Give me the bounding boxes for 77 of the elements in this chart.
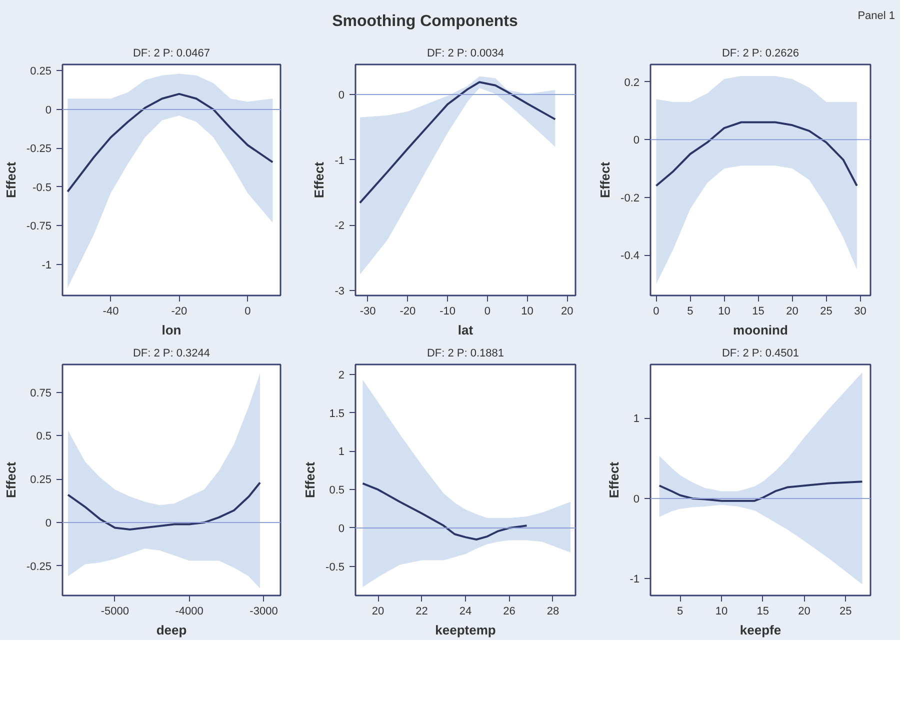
y-tick-label: 1.5 <box>329 408 345 420</box>
y-tick-label: 0 <box>45 518 52 530</box>
chart-title: DF: 2 P: 0.0034 <box>426 48 504 60</box>
y-tick-label: 0.25 <box>30 474 52 486</box>
chart-title: DF: 2 P: 0.2626 <box>722 48 800 60</box>
y-axis-title: Effect <box>606 461 622 498</box>
x-tick-label: -30 <box>360 306 376 318</box>
x-tick-label: 30 <box>854 306 866 318</box>
y-tick-label: -0.75 <box>26 220 52 233</box>
x-tick-label: 15 <box>752 306 764 318</box>
y-tick-label: 0 <box>633 493 640 506</box>
chart-title: DF: 2 P: 0.3244 <box>132 348 210 360</box>
x-tick-label: 25 <box>840 606 852 618</box>
x-tick-label: 25 <box>820 306 832 318</box>
y-tick-label: -0.5 <box>32 182 52 194</box>
y-tick-label: 0.25 <box>30 66 52 78</box>
chart-title: DF: 2 P: 0.1881 <box>426 348 504 360</box>
y-axis-title: Effect <box>312 161 327 198</box>
y-tick-label: 0 <box>338 522 345 535</box>
y-tick-label: -1 <box>42 259 52 272</box>
y-tick-label: 0.5 <box>329 484 345 497</box>
y-tick-label: -0.25 <box>26 560 52 573</box>
x-tick-label: 28 <box>546 606 560 618</box>
text: Panel 1 <box>858 9 895 24</box>
x-tick-label: -40 <box>102 306 119 318</box>
x-tick-label: 0 <box>244 306 251 318</box>
y-tick-label: 2 <box>338 369 345 382</box>
y-tick-label: 0.5 <box>36 430 52 443</box>
x-tick-label: 20 <box>786 306 798 318</box>
x-tick-label: -4000 <box>175 606 204 618</box>
y-tick-label: 0.2 <box>624 76 640 89</box>
x-tick-label: 0 <box>653 306 660 318</box>
y-tick-label: 1 <box>633 413 640 426</box>
x-tick-label: -5000 <box>100 606 129 618</box>
y-axis-title: Effect <box>3 461 18 498</box>
y-tick-label: 0.75 <box>30 387 52 400</box>
x-axis-title: keepfe <box>740 622 782 638</box>
x-tick-label: 24 <box>459 606 472 618</box>
x-tick-label: 10 <box>521 306 534 318</box>
x-tick-label: 0 <box>484 306 490 318</box>
y-tick-label: 0 <box>45 104 52 116</box>
x-tick-label: 20 <box>372 606 384 618</box>
y-tick-label: -1 <box>630 574 640 586</box>
x-axis-title: keeptemp <box>435 622 496 638</box>
x-tick-label: 20 <box>561 306 574 318</box>
text: Smoothing Components <box>332 12 518 32</box>
y-tick-label: 0 <box>338 90 345 102</box>
x-tick-label: 22 <box>416 606 428 618</box>
x-tick-label: -10 <box>440 306 456 318</box>
x-axis-title: deep <box>156 622 187 638</box>
y-tick-label: -1 <box>334 154 344 167</box>
x-tick-label: -3000 <box>250 606 278 618</box>
y-tick-label: 1 <box>338 446 345 458</box>
chart-title: DF: 2 P: 0.0467 <box>132 48 210 60</box>
y-tick-label: 0 <box>633 134 640 147</box>
x-tick-label: -20 <box>400 306 416 318</box>
y-axis-title: Effect <box>3 161 18 198</box>
x-axis-title: lon <box>162 322 182 338</box>
x-tick-label: 10 <box>718 306 730 318</box>
x-tick-label: 20 <box>798 606 810 618</box>
x-axis-title: lat <box>458 322 474 338</box>
x-tick-label: 5 <box>677 606 684 618</box>
x-tick-label: -20 <box>171 306 188 318</box>
x-tick-label: 15 <box>756 606 769 618</box>
y-tick-label: -0.5 <box>326 561 345 574</box>
y-tick-label: -2 <box>334 220 344 232</box>
y-tick-label: -0.4 <box>620 250 640 262</box>
chart-title: DF: 2 P: 0.4501 <box>722 348 800 360</box>
y-tick-label: -0.2 <box>620 192 640 204</box>
x-axis-title: moonind <box>733 322 788 338</box>
x-tick-label: 10 <box>715 606 728 618</box>
y-tick-label: -0.25 <box>26 143 52 156</box>
y-axis-title: Effect <box>598 161 613 198</box>
y-tick-label: -3 <box>334 285 344 298</box>
x-tick-label: 26 <box>503 606 516 618</box>
y-axis-title: Effect <box>302 461 318 498</box>
x-tick-label: 5 <box>687 306 694 318</box>
